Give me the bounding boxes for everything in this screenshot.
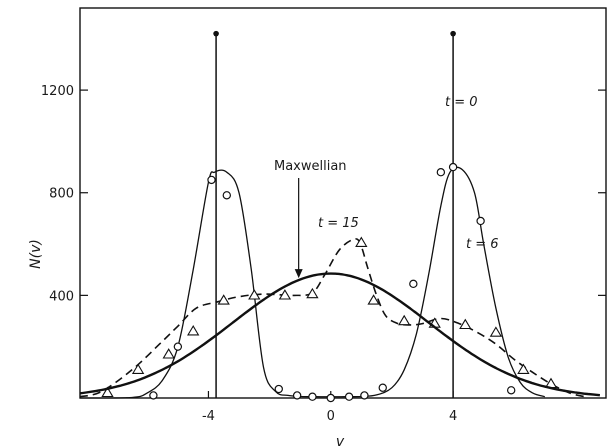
x-tick-label-2: 4 <box>449 409 457 424</box>
t6-curve <box>79 166 545 399</box>
series-t0 <box>213 30 456 398</box>
y-axis-label: N(v) <box>28 239 44 269</box>
t0-spike-dot-1 <box>450 30 456 37</box>
t15-marker-3 <box>187 325 200 336</box>
annotation-t15: t = 15 <box>318 216 359 231</box>
t15-marker-0 <box>101 386 114 398</box>
t15-marker-5 <box>248 289 261 300</box>
t15-marker-8 <box>355 236 368 247</box>
t0-spike-dot-0 <box>213 30 219 37</box>
t15-marker-9 <box>367 294 380 305</box>
t6-marker-12 <box>436 168 446 177</box>
t6-marker-14 <box>476 216 485 226</box>
maxwellian-arrow-head <box>294 269 303 279</box>
t6-marker-2 <box>207 175 216 185</box>
t6-marker-5 <box>292 391 302 400</box>
t6-marker-10 <box>378 383 387 392</box>
x-axis-label: v <box>336 434 345 448</box>
t15-marker-7 <box>306 287 319 299</box>
t6-marker-4 <box>274 384 283 394</box>
series-maxwellian <box>79 272 601 397</box>
t15-marker-12 <box>459 318 472 330</box>
series-t6 <box>79 162 545 403</box>
maxwellian-curve <box>79 272 601 397</box>
t6-marker-9 <box>360 391 369 400</box>
plot-frame <box>79 7 607 399</box>
y-tick-label-1: 800 <box>49 187 74 202</box>
t15-marker-13 <box>489 326 503 337</box>
t6-marker-11 <box>409 279 418 289</box>
t6-marker-3 <box>222 191 231 200</box>
t6-marker-13 <box>448 162 458 172</box>
t6-marker-6 <box>308 392 317 401</box>
t15-marker-14 <box>517 363 530 374</box>
t6-marker-7 <box>326 393 335 403</box>
y-tick-label-0: 400 <box>49 289 74 304</box>
t15-marker-4 <box>217 294 230 305</box>
tick-labels: -4 0 4 400 800 1200 <box>41 84 457 424</box>
t6-marker-1 <box>173 342 183 351</box>
t6-marker-0 <box>149 391 158 400</box>
annotation-t0: t = 0 <box>445 95 478 110</box>
t15-marker-2 <box>162 348 175 359</box>
t15-marker-6 <box>278 289 292 300</box>
y-tick-label-2: 1200 <box>41 84 74 99</box>
x-tick-label-1: 0 <box>327 409 335 424</box>
t6-marker-15 <box>506 386 516 395</box>
t6-marker-8 <box>344 392 354 401</box>
plot-border <box>79 7 607 399</box>
annotation-maxwellian: Maxwellian <box>274 159 347 174</box>
annotation-t6: t = 6 <box>466 237 499 252</box>
axis-ticks <box>80 89 606 398</box>
x-tick-label-0: -4 <box>202 409 215 424</box>
t15-marker-10 <box>398 314 411 326</box>
t15-marker-1 <box>131 363 145 374</box>
t15-curve <box>79 238 585 398</box>
